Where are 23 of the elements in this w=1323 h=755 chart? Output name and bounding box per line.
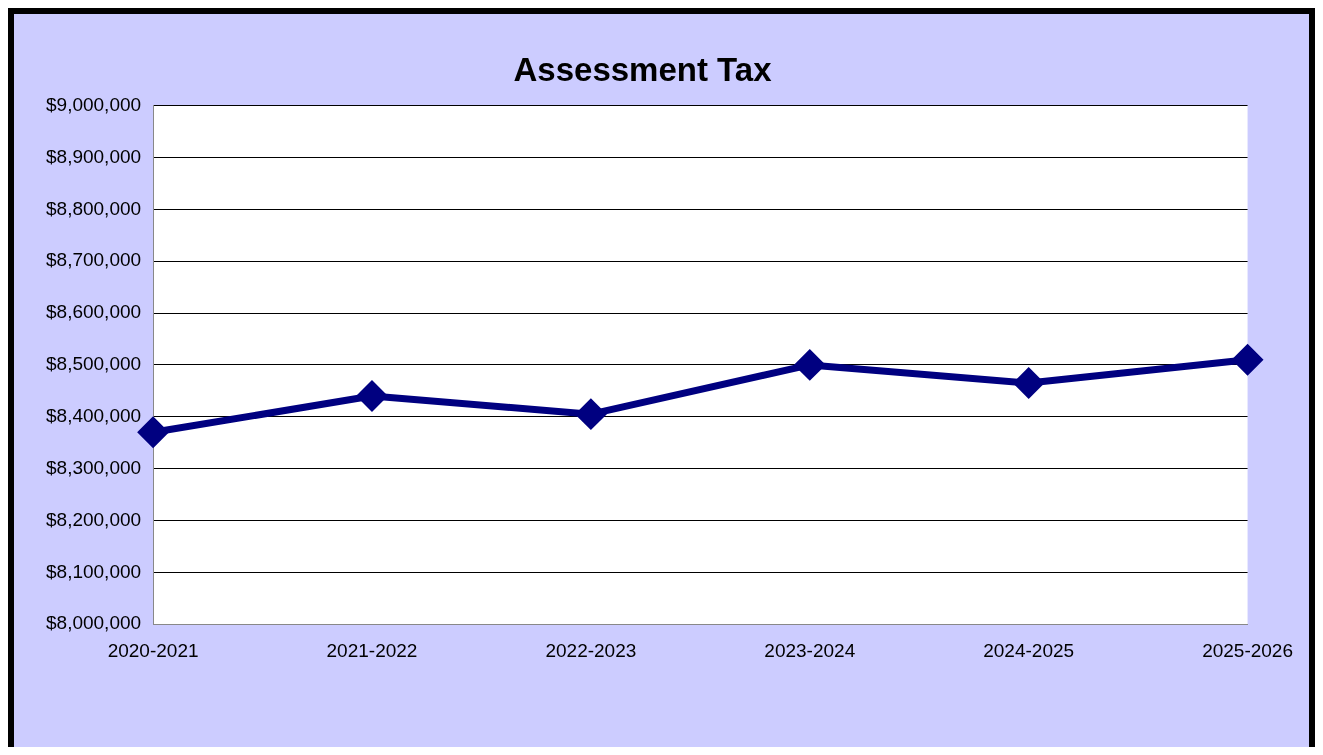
x-tick-label: 2025-2026 xyxy=(1202,639,1294,661)
point xyxy=(1233,345,1263,375)
y-tick-label: $8,000,000 xyxy=(46,612,142,634)
x-tick-label: 2024-2025 xyxy=(983,639,1075,661)
x-tick-label: 2022-2023 xyxy=(545,639,637,661)
y-tick-label: $8,400,000 xyxy=(46,404,142,426)
y-tick-label: $8,100,000 xyxy=(46,560,142,582)
point xyxy=(795,350,825,380)
y-tick-label: $8,700,000 xyxy=(46,249,142,271)
point xyxy=(1014,368,1044,398)
y-tick-label: $8,500,000 xyxy=(46,353,142,375)
y-tick-label: $8,900,000 xyxy=(46,145,142,167)
point xyxy=(357,381,387,411)
y-tick-label: $8,800,000 xyxy=(46,197,142,219)
y-tick-label: $9,000,000 xyxy=(46,93,142,115)
x-tick-label: 2021-2022 xyxy=(326,639,418,661)
y-tick-label: $8,300,000 xyxy=(46,456,142,478)
x-tick-label: 2023-2024 xyxy=(764,639,856,661)
y-tick-label: $8,200,000 xyxy=(46,508,142,530)
point xyxy=(576,399,606,429)
chart-title: Assessment Tax xyxy=(513,50,773,88)
x-tick-label: 2020-2021 xyxy=(107,639,199,661)
y-tick-label: $8,600,000 xyxy=(46,301,142,323)
